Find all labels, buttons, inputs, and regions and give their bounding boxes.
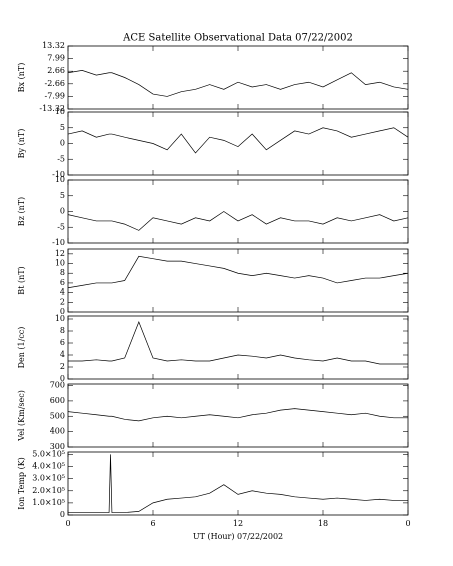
- y-tick-label: 400: [50, 427, 65, 436]
- y-tick-label: 6: [60, 278, 65, 287]
- panel-frame: [67, 179, 409, 244]
- y-tick-label: -7.99: [44, 91, 65, 100]
- figure-title: ACE Satellite Observational Data 07/22/2…: [122, 33, 353, 44]
- y-axis-title: Den (1/cc): [17, 327, 26, 369]
- y-tick-label: 600: [50, 396, 65, 405]
- y-tick-label: 10: [55, 259, 65, 268]
- y-tick-label: 5: [60, 123, 65, 132]
- panel-frame: [67, 111, 409, 176]
- data-line: [67, 70, 409, 97]
- y-tick-label: 10: [55, 314, 65, 323]
- y-tick-label: 700: [50, 381, 65, 390]
- y-tick-label: 8: [60, 326, 65, 335]
- panel-frame: [67, 248, 409, 313]
- y-tick-label: 0: [60, 207, 65, 216]
- y-tick-label: 500: [50, 411, 65, 420]
- y-axis-title: Bx (nT): [17, 63, 26, 93]
- x-axis-title: UT (Hour) 07/22/2002: [193, 532, 283, 541]
- data-line: [67, 211, 409, 231]
- y-tick-label: 10: [55, 107, 65, 116]
- y-tick-label: 6: [60, 338, 65, 347]
- y-tick-label: -5: [57, 154, 65, 163]
- y-tick-label: 4.0×10⁵: [32, 462, 65, 471]
- y-tick-label: 0: [60, 307, 65, 316]
- y-axis-title: Bt (nT): [17, 266, 26, 294]
- y-tick-label: 4: [60, 288, 65, 297]
- data-line: [67, 255, 409, 289]
- y-tick-label: 2.0×10⁵: [32, 486, 65, 495]
- data-line: [68, 321, 408, 365]
- data-line: [67, 127, 409, 154]
- y-tick-label: -2.66: [44, 79, 65, 88]
- y-tick-label: -5: [57, 222, 65, 231]
- y-tick-label: 8: [60, 268, 65, 277]
- y-tick-label: 4: [60, 350, 65, 359]
- y-tick-label: 2.66: [47, 66, 65, 75]
- panel-frame: [67, 315, 409, 380]
- data-line: [68, 454, 408, 513]
- y-tick-label: -13.32: [39, 104, 65, 113]
- data-line: [67, 408, 408, 422]
- y-tick-label: 10: [55, 175, 65, 184]
- y-tick-label: 2: [60, 297, 65, 306]
- y-tick-label: 3.0×10⁵: [32, 474, 65, 483]
- y-tick-label: 12: [55, 249, 65, 258]
- y-tick-label: 0: [60, 139, 65, 148]
- x-tick-label: 12: [233, 519, 243, 528]
- y-axis-title: Bz (nT): [17, 197, 26, 226]
- x-tick-label: 6: [150, 519, 155, 528]
- y-tick-label: 1.0×10⁵: [32, 498, 65, 507]
- y-tick-label: 5: [60, 191, 65, 200]
- y-tick-label: -10: [52, 238, 65, 247]
- y-tick-label: 300: [50, 442, 65, 451]
- y-axis-title: Ion Temp (K): [17, 457, 26, 510]
- panel-frame: [67, 451, 409, 516]
- y-tick-label: 13.32: [42, 41, 65, 50]
- y-tick-label: -10: [52, 170, 65, 179]
- panel-frame: [67, 383, 409, 448]
- x-tick-label: 18: [318, 519, 328, 528]
- y-axis-title: Vel (Km/sec): [17, 390, 26, 442]
- y-tick-label: 5.0×10⁵: [32, 449, 65, 458]
- x-tick-label: 0: [405, 519, 410, 528]
- y-tick-label: 7.99: [47, 54, 65, 63]
- y-tick-label: 0: [60, 374, 65, 383]
- y-tick-label: 0: [60, 510, 65, 519]
- y-tick-label: 2: [60, 362, 65, 371]
- y-axis-title: By (nT): [17, 129, 26, 159]
- x-tick-label: 0: [65, 519, 70, 528]
